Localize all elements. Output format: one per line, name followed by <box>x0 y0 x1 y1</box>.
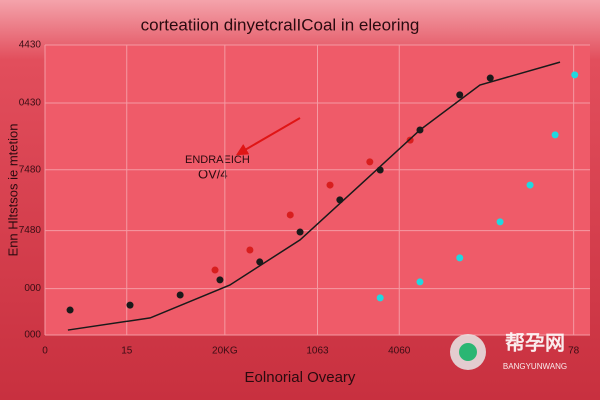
data-point <box>496 218 504 226</box>
data-point <box>366 158 374 166</box>
data-point <box>571 71 579 79</box>
y-tick-label: 7480 <box>19 225 42 236</box>
annotation-arrow <box>235 117 301 156</box>
y-tick-label: 4430 <box>19 40 42 51</box>
data-point <box>216 276 224 284</box>
data-point <box>66 306 74 314</box>
data-point <box>246 246 254 254</box>
y-tick-label: 7480 <box>19 164 42 175</box>
data-point <box>526 181 534 189</box>
data-point <box>326 181 334 189</box>
chart-title: corteatiion dinyetcralICoal in eleoring <box>141 15 420 34</box>
data-point <box>211 266 219 274</box>
data-point <box>286 211 294 219</box>
data-point <box>456 91 464 99</box>
data-point <box>486 74 494 82</box>
annotation: ENDRAEICH <box>185 154 250 166</box>
data-point <box>416 278 424 286</box>
y-tick-label: 000 <box>24 330 41 341</box>
watermark-subtitle: BANGYUNWANG <box>503 362 567 371</box>
data-point <box>256 258 264 266</box>
x-tick-label: 1063 <box>306 346 329 357</box>
data-point <box>336 196 344 204</box>
data-point <box>456 254 464 262</box>
series-line <box>67 61 561 331</box>
data-point <box>176 291 184 299</box>
watermark-logo <box>459 343 477 361</box>
x-tick-label: 0 <box>42 346 48 357</box>
data-point <box>376 294 384 302</box>
y-axis-label: Enn Hltstsos ie mtetion <box>5 124 20 257</box>
x-tick-label: 4060 <box>388 346 411 357</box>
x-tick-label: 20KG <box>212 346 238 357</box>
data-point <box>551 131 559 139</box>
data-point <box>126 301 134 309</box>
x-tick-label: 78 <box>568 346 580 357</box>
x-axis-label: Eolnorial Oveary <box>245 369 356 386</box>
x-tick-label: 15 <box>121 346 133 357</box>
y-tick-label: 0430 <box>19 98 42 109</box>
data-point <box>296 228 304 236</box>
watermark-title: 帮孕网 <box>505 330 565 354</box>
y-tick-label: 000 <box>24 283 41 294</box>
annotation: OV/4 <box>198 166 228 181</box>
